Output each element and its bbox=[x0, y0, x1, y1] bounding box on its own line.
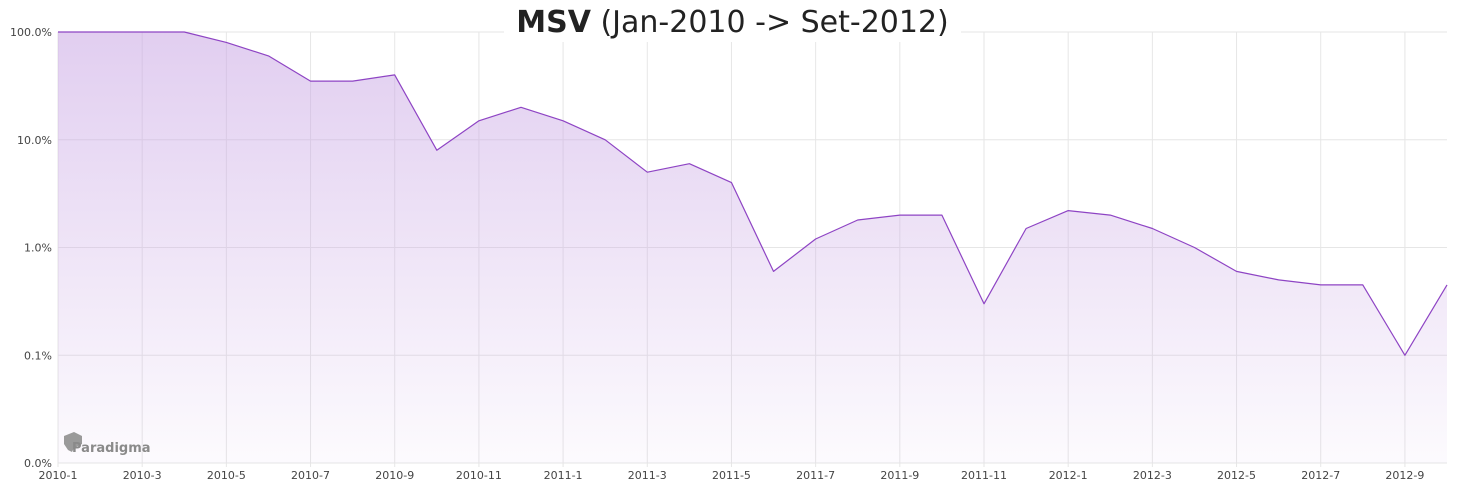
x-tick-label: 2011-1 bbox=[544, 469, 583, 482]
x-tick-label: 2012-5 bbox=[1217, 469, 1256, 482]
x-tick-label: 2012-1 bbox=[1049, 469, 1088, 482]
x-tick-label: 2011-3 bbox=[628, 469, 667, 482]
series-area bbox=[58, 32, 1447, 463]
x-tick-label: 2011-9 bbox=[880, 469, 919, 482]
x-tick-label: 2011-7 bbox=[796, 469, 835, 482]
x-tick-label: 2012-3 bbox=[1133, 469, 1172, 482]
x-tick-label: 2010-1 bbox=[39, 469, 78, 482]
x-tick-label: 2011-5 bbox=[712, 469, 751, 482]
paradigma-logo-icon bbox=[64, 432, 82, 452]
x-tick-label: 2010-5 bbox=[207, 469, 246, 482]
x-tick-label: 2012-7 bbox=[1301, 469, 1340, 482]
y-tick-label: 0.0% bbox=[24, 457, 52, 470]
y-tick-label: 0.1% bbox=[24, 349, 52, 362]
y-tick-label: 100.0% bbox=[10, 26, 52, 39]
x-tick-label: 2010-7 bbox=[291, 469, 330, 482]
watermark-text: Paradigma bbox=[72, 441, 151, 456]
x-tick-label: 2010-3 bbox=[123, 469, 162, 482]
x-tick-label: 2011-11 bbox=[961, 469, 1007, 482]
x-tick-label: 2012-9 bbox=[1385, 469, 1424, 482]
watermark: Paradigma bbox=[64, 432, 151, 456]
y-tick-label: 10.0% bbox=[17, 134, 52, 147]
x-tick-label: 2010-11 bbox=[456, 469, 502, 482]
y-tick-label: 1.0% bbox=[24, 242, 52, 255]
y-axis-ticks: 100.0% 10.0% 1.0% 0.1% 0.0% bbox=[10, 26, 52, 470]
series-line bbox=[58, 31, 1448, 356]
x-axis-ticks: 2010-1 2010-3 2010-5 2010-7 2010-9 2010-11 201… bbox=[39, 469, 1425, 482]
x-tick-label: 2010-9 bbox=[375, 469, 414, 482]
